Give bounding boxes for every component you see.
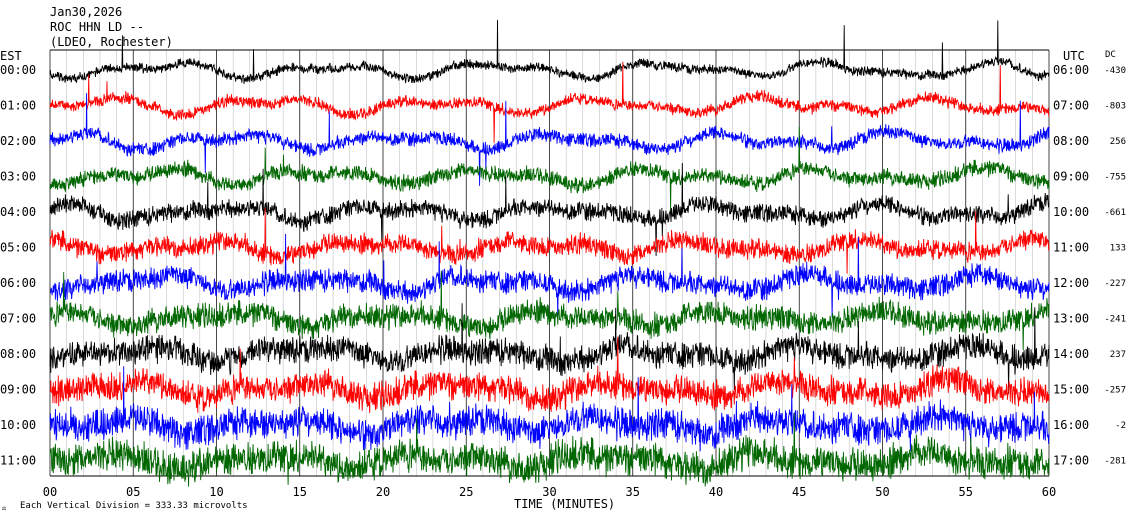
right-axis-label: UTC	[1063, 49, 1085, 63]
row-label-dc: 256	[1110, 137, 1126, 147]
x-tick-label: 35	[626, 485, 640, 499]
row-label-est: 07:00	[0, 312, 36, 326]
x-tick-label: 55	[959, 485, 973, 499]
row-label-dc: -257	[1104, 386, 1126, 396]
dc-label: DC	[1105, 50, 1116, 60]
row-label-est: 08:00	[0, 347, 36, 361]
trace-line	[49, 207, 1050, 274]
trace-line	[49, 126, 1050, 212]
trace-line	[49, 93, 1050, 186]
row-label-est: 00:00	[0, 63, 36, 77]
x-tick-label: 40	[709, 485, 723, 499]
x-tick-label: 20	[376, 485, 390, 499]
row-label-utc: 06:00	[1053, 63, 1089, 77]
row-label-dc: 133	[1110, 244, 1126, 254]
trace-line	[49, 336, 1050, 414]
row-label-est: 11:00	[0, 454, 36, 468]
row-label-dc: 237	[1110, 350, 1126, 360]
row-label-est: 04:00	[0, 205, 36, 219]
x-tick-label: 15	[293, 485, 307, 499]
x-tick-label: 25	[459, 485, 473, 499]
trace-line	[49, 412, 1050, 487]
trace-line	[49, 270, 1050, 351]
row-label-est: 05:00	[0, 241, 36, 255]
row-label-dc: -227	[1104, 279, 1126, 289]
x-tick-label: 50	[875, 485, 889, 499]
row-label-utc: 15:00	[1053, 383, 1089, 397]
trace-line	[49, 61, 1050, 143]
row-label-utc: 13:00	[1053, 312, 1089, 326]
scale-note: Each Vertical Division = 333.33 microvol…	[20, 501, 248, 511]
row-label-est: 02:00	[0, 134, 36, 148]
row-label-utc: 07:00	[1053, 99, 1089, 113]
row-label-utc: 17:00	[1053, 454, 1089, 468]
x-tick-label: 60	[1042, 485, 1056, 499]
scale-note-icon: ⚖	[2, 504, 7, 512]
x-tick-label: 05	[126, 485, 140, 499]
trace-group	[49, 19, 1050, 487]
row-label-dc: -281	[1104, 457, 1126, 467]
header-location: (LDEO, Rochester)	[50, 35, 173, 49]
row-label-dc: -2	[1115, 421, 1126, 431]
row-label-est: 06:00	[0, 276, 36, 290]
row-label-dc: -661	[1104, 208, 1126, 218]
x-tick-label: 30	[542, 485, 556, 499]
row-label-utc: 08:00	[1053, 134, 1089, 148]
row-label-est: 01:00	[0, 99, 36, 113]
header-date: Jan30,2026	[50, 5, 122, 19]
row-label-dc: -803	[1104, 102, 1126, 112]
plot-grid	[49, 49, 1050, 477]
row-label-utc: 14:00	[1053, 347, 1089, 361]
trace-line	[49, 233, 1050, 319]
row-label-est: 09:00	[0, 383, 36, 397]
x-tick-label: 00	[43, 485, 57, 499]
trace-line	[49, 19, 1050, 84]
x-tick-labels: 00 05 10 15 20 25 30 35 40 45 50 55 60	[43, 485, 1056, 499]
row-label-est: 10:00	[0, 418, 36, 432]
row-label-utc: 11:00	[1053, 241, 1089, 255]
trace-line	[49, 163, 1050, 257]
row-label-dc: -430	[1104, 66, 1126, 76]
row-label-dc: -755	[1104, 173, 1126, 183]
row-label-est: 03:00	[0, 170, 36, 184]
row-labels: 00:00 06:00 -430 01:00 07:00 -803 02:00 08:00 25…	[0, 63, 1126, 468]
header-station: ROC HHN LD --	[50, 20, 144, 34]
row-label-utc: 16:00	[1053, 418, 1089, 432]
x-tick-label: 10	[209, 485, 223, 499]
x-axis-title: TIME (MINUTES)	[514, 497, 615, 511]
trace-line	[49, 366, 1050, 452]
row-label-utc: 09:00	[1053, 170, 1089, 184]
left-axis-label: EST	[0, 49, 22, 63]
row-label-utc: 12:00	[1053, 276, 1089, 290]
x-tick-label: 45	[792, 485, 806, 499]
trace-line	[49, 303, 1050, 394]
row-label-dc: -241	[1104, 315, 1126, 325]
row-label-utc: 10:00	[1053, 205, 1089, 219]
